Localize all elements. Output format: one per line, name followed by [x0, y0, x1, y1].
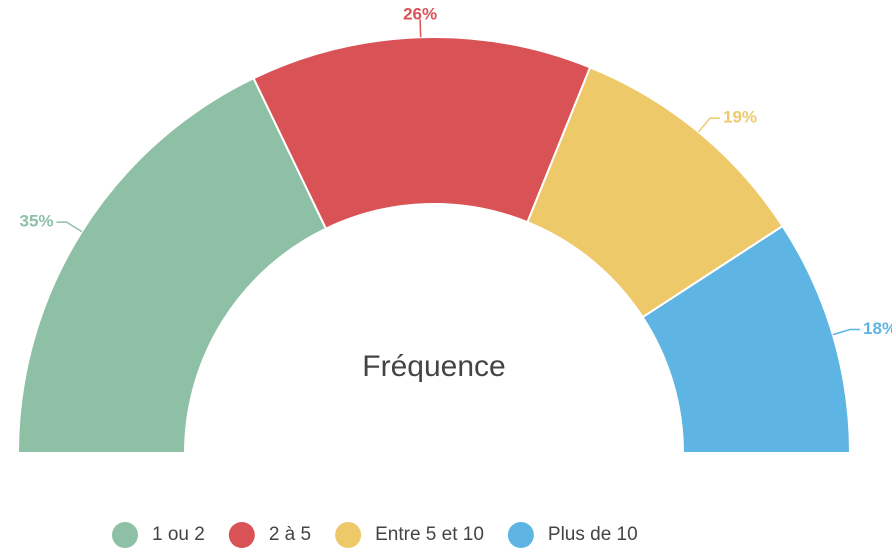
leader-line — [419, 19, 422, 38]
data-label: 35% — [19, 212, 53, 231]
donut-segment — [16, 76, 328, 454]
legend-label: 1 ou 2 — [152, 524, 205, 545]
legend-marker — [507, 522, 534, 548]
data-label: 26% — [403, 5, 437, 24]
donut-segment — [252, 36, 592, 230]
leader-line — [832, 328, 861, 336]
legend-marker — [112, 522, 138, 548]
legend-label: Entre 5 et 10 — [375, 524, 484, 545]
legend-marker — [335, 522, 362, 548]
chart-title: Fréquence — [362, 350, 505, 383]
legend-marker — [228, 522, 255, 548]
legend-label: 2 à 5 — [269, 524, 311, 545]
donut-segment — [641, 224, 852, 454]
leader-line — [56, 221, 83, 233]
legend-label: Plus de 10 — [548, 524, 638, 545]
data-label: 19% — [723, 108, 757, 127]
data-label: 18% — [863, 319, 892, 338]
leader-line — [697, 117, 720, 133]
